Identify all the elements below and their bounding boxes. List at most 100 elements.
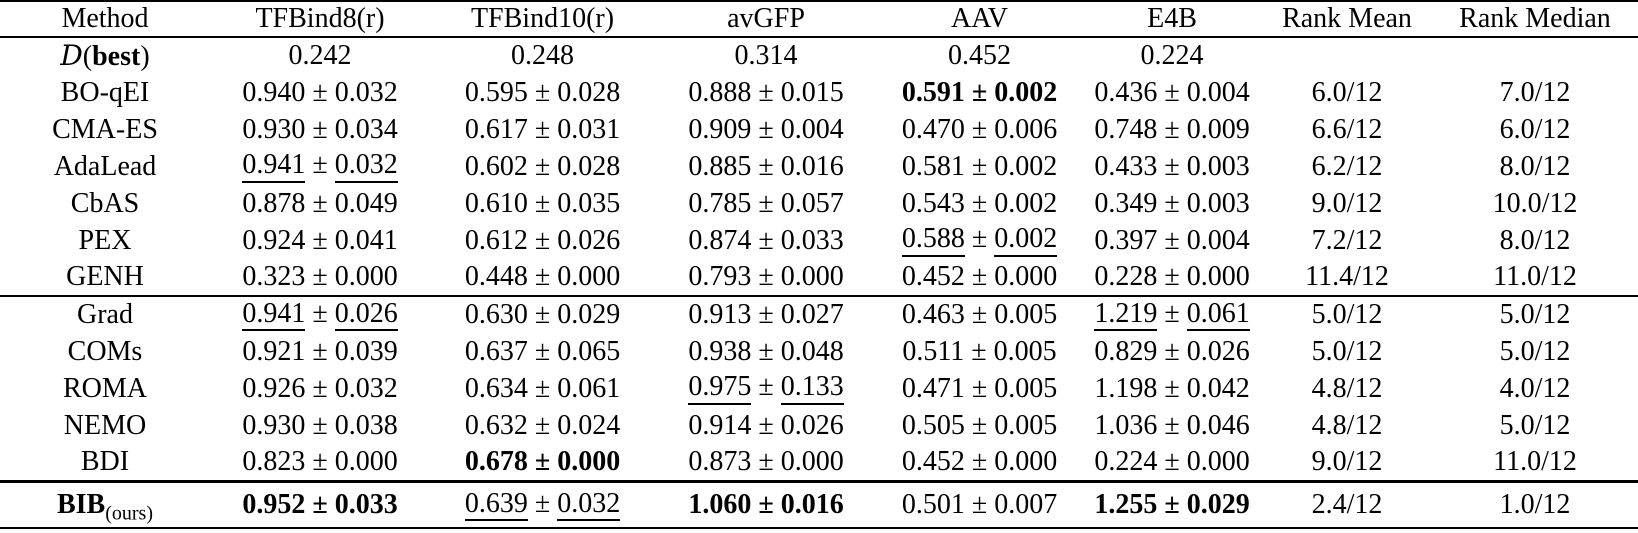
rank-mean-cell: 9.0/12 xyxy=(1311,187,1383,219)
score-value: 0.470 ± 0.006 xyxy=(901,113,1058,145)
score-value: 0.913 ± 0.027 xyxy=(688,299,844,330)
rank-mean-cell: 5.0/12 xyxy=(1311,299,1383,330)
score-value: 0.612 ± 0.026 xyxy=(464,224,621,256)
score-value: 1.198 ± 0.042 xyxy=(1094,372,1250,404)
score-value: 0.511 ± 0.005 xyxy=(902,335,1057,367)
method-cell-pex: PEX xyxy=(78,224,132,256)
rank-mean-cell: 6.0/12 xyxy=(1311,76,1383,108)
score-cell: 0.924 ± 0.041 xyxy=(210,222,430,259)
rank-median-cell: 8.0/12 xyxy=(1499,224,1571,256)
score-value: 0.874 ± 0.033 xyxy=(688,224,844,256)
score-value: 0.452 ± 0.000 xyxy=(901,445,1058,477)
score-cell: 1.219 ± 0.061 xyxy=(1082,296,1262,333)
score-cell: 0.224 ± 0.000 xyxy=(1082,444,1262,481)
score-cell: 0.930 ± 0.038 xyxy=(210,407,430,444)
score-cell: 0.748 ± 0.009 xyxy=(1082,111,1262,148)
score-value: 0.228 ± 0.000 xyxy=(1094,261,1250,292)
header-cell-e4b: E4B xyxy=(1147,3,1197,34)
score-cell: 1.060 ± 0.016 xyxy=(655,481,877,528)
score-cell: 0.433 ± 0.003 xyxy=(1082,148,1262,185)
score-value: 0.975 ± 0.133 xyxy=(688,371,844,405)
script-d-symbol: D xyxy=(60,38,83,72)
table-row-cbas: CbAS 0.878 ± 0.049 0.610 ± 0.035 0.785 ± 0.… xyxy=(0,185,1638,222)
score-value: 0.940 ± 0.032 xyxy=(242,76,398,108)
score-cell: 0.941 ± 0.026 xyxy=(210,296,430,333)
rank-median-cell: 11.0/12 xyxy=(1493,445,1577,477)
score-value: 0.397 ± 0.004 xyxy=(1094,224,1250,256)
method-cell-bib: BIB(ours) xyxy=(56,488,153,525)
score-value: 0.588 ± 0.002 xyxy=(901,223,1058,257)
score-cell: 0.793 ± 0.000 xyxy=(655,259,877,296)
method-cell-cma-es: CMA-ES xyxy=(52,113,158,145)
score-cell: 0.940 ± 0.032 xyxy=(210,74,430,111)
score-cell: 0.617 ± 0.031 xyxy=(430,111,655,148)
score-cell: 0.471 ± 0.005 xyxy=(877,370,1082,407)
score-cell: 0.470 ± 0.006 xyxy=(877,111,1082,148)
score-cell: 0.785 ± 0.057 xyxy=(655,185,877,222)
table-row-bib: BIB(ours) 0.952 ± 0.033 0.639 ± 0.032 1.060… xyxy=(0,481,1638,528)
rank-mean-cell: 7.2/12 xyxy=(1311,224,1383,256)
score-value: 0.941 ± 0.026 xyxy=(242,298,398,332)
score-cell: 0.612 ± 0.026 xyxy=(430,222,655,259)
table-row-grad: Grad 0.941 ± 0.026 0.630 ± 0.029 0.913 ± 0.… xyxy=(0,296,1638,333)
rank-mean-cell: 4.8/12 xyxy=(1311,409,1383,441)
score-value: 0.610 ± 0.035 xyxy=(464,187,621,219)
score-value: 0.909 ± 0.004 xyxy=(688,113,844,145)
score-value: 0.639 ± 0.032 xyxy=(464,488,621,521)
score-value: 0.888 ± 0.015 xyxy=(688,76,844,108)
rank-mean-cell xyxy=(1262,37,1432,74)
score-value: 0.823 ± 0.000 xyxy=(242,445,398,477)
score-value: 0.924 ± 0.041 xyxy=(242,224,398,256)
score-cell: 0.930 ± 0.034 xyxy=(210,111,430,148)
score-cell: 0.914 ± 0.026 xyxy=(655,407,877,444)
header-cell-aav: AAV xyxy=(950,3,1009,34)
score-cell: 0.463 ± 0.005 xyxy=(877,296,1082,333)
score-value: 1.060 ± 0.016 xyxy=(688,488,844,520)
rank-median-cell: 4.0/12 xyxy=(1499,372,1571,404)
score-cell: 0.888 ± 0.015 xyxy=(655,74,877,111)
score-value: 0.505 ± 0.005 xyxy=(901,409,1058,441)
rank-median-cell: 7.0/12 xyxy=(1499,76,1571,108)
score-cell: 0.511 ± 0.005 xyxy=(877,333,1082,370)
ours-subscript: (ours) xyxy=(105,502,153,525)
score-value: 0.748 ± 0.009 xyxy=(1094,113,1250,145)
score-value: 0.543 ± 0.002 xyxy=(901,187,1058,219)
method-cell-adalead: AdaLead xyxy=(53,150,157,182)
score-cell: 0.602 ± 0.028 xyxy=(430,148,655,185)
header-cell-method: Method xyxy=(61,3,149,34)
score-cell: 0.637 ± 0.065 xyxy=(430,333,655,370)
table-row-roma: ROMA 0.926 ± 0.032 0.634 ± 0.061 0.975 ± 0.… xyxy=(0,370,1638,407)
score-value: 0.436 ± 0.004 xyxy=(1094,76,1250,108)
rank-mean-cell: 5.0/12 xyxy=(1311,335,1383,367)
rank-median-cell: 5.0/12 xyxy=(1499,299,1571,330)
score-cell: 0.874 ± 0.033 xyxy=(655,222,877,259)
method-cell-grad: Grad xyxy=(77,299,133,330)
rank-mean-cell: 6.2/12 xyxy=(1311,150,1383,182)
score-cell: 0.873 ± 0.000 xyxy=(655,444,877,481)
score-cell: 0.610 ± 0.035 xyxy=(430,185,655,222)
score-cell: 0.632 ± 0.024 xyxy=(430,407,655,444)
rank-median-cell xyxy=(1432,37,1638,74)
score-cell: 0.938 ± 0.048 xyxy=(655,333,877,370)
dataset-best-cell: 0.314 xyxy=(734,40,798,71)
score-cell: 0.952 ± 0.033 xyxy=(210,481,430,528)
table-row-cma-es: CMA-ES 0.930 ± 0.034 0.617 ± 0.031 0.909 ± … xyxy=(0,111,1638,148)
method-cell-cbas: CbAS xyxy=(70,187,140,219)
score-value: 0.591 ± 0.002 xyxy=(901,76,1058,108)
rank-mean-cell: 2.4/12 xyxy=(1311,488,1383,520)
dataset-best-cell: 0.224 xyxy=(1140,40,1204,71)
score-cell: 0.913 ± 0.027 xyxy=(655,296,877,333)
score-cell: 0.878 ± 0.049 xyxy=(210,185,430,222)
score-cell: 0.595 ± 0.028 xyxy=(430,74,655,111)
header-cell-rank-mean: Rank Mean xyxy=(1282,3,1412,34)
dataset-best-cell: 0.242 xyxy=(288,40,352,71)
method-cell-roma: ROMA xyxy=(62,372,147,404)
score-cell: 0.829 ± 0.026 xyxy=(1082,333,1262,370)
rank-median-cell: 1.0/12 xyxy=(1499,488,1571,520)
score-cell: 0.885 ± 0.016 xyxy=(655,148,877,185)
score-cell: 0.543 ± 0.002 xyxy=(877,185,1082,222)
score-cell: 1.036 ± 0.046 xyxy=(1082,407,1262,444)
table-row-pex: PEX 0.924 ± 0.041 0.612 ± 0.026 0.874 ± 0.0… xyxy=(0,222,1638,259)
score-value: 0.501 ± 0.007 xyxy=(901,488,1058,520)
score-cell: 0.349 ± 0.003 xyxy=(1082,185,1262,222)
